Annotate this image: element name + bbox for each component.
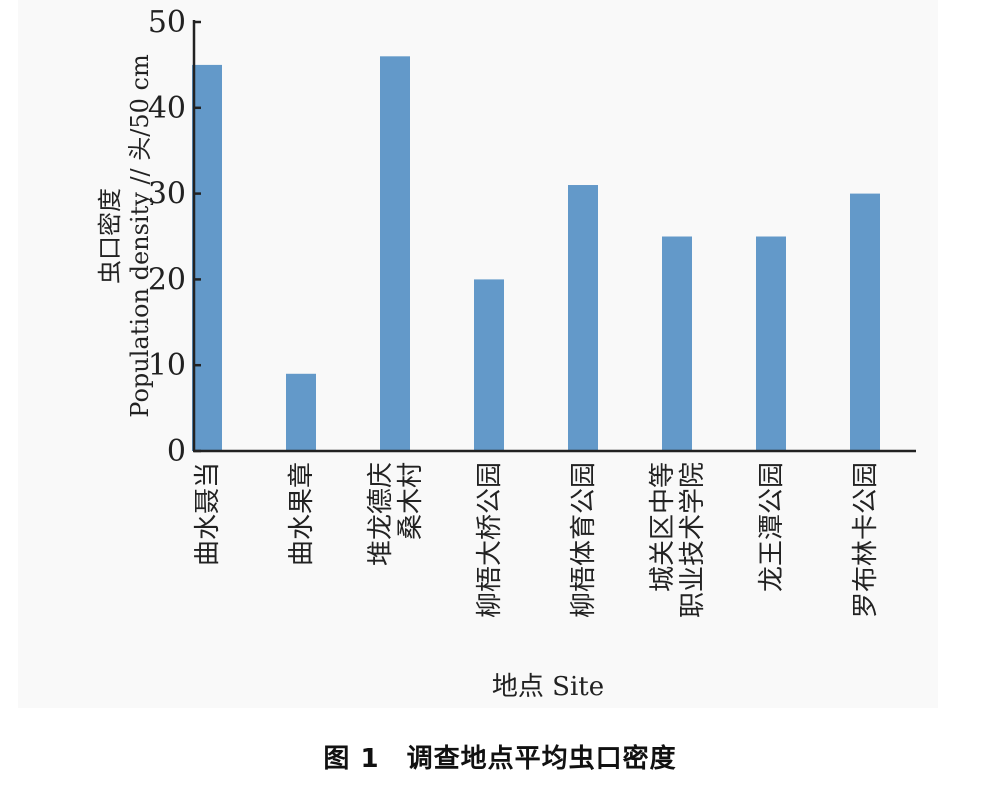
x-category-label-5: 城关区中等 职业技术学院 xyxy=(648,462,708,618)
bar-1 xyxy=(286,373,316,451)
x-category-label-1: 曲水果章 xyxy=(287,462,317,566)
chart-panel: 0 10 20 30 40 50 曲水聂当 曲水果章 堆龙德庆 桑木村 柳梧大桥公园 柳梧体育公园 城… xyxy=(18,0,938,708)
x-category-text-6-0: 龙王潭公园 xyxy=(757,462,787,592)
x-category-label-2: 堆龙德庆 桑木村 xyxy=(366,462,426,566)
bar-6 xyxy=(756,236,786,451)
bar-5 xyxy=(662,236,692,451)
bar-0 xyxy=(192,64,222,452)
x-category-text-5-1: 职业技术学院 xyxy=(678,462,708,618)
y-tick-label-4: 40 xyxy=(148,91,186,126)
bar-chart: 0 10 20 30 40 50 曲水聂当 曲水果章 堆龙德庆 桑木村 柳梧大桥公园 柳梧体育公园 城… xyxy=(96,5,916,702)
x-category-text-1-0: 曲水果章 xyxy=(287,462,317,566)
figure-caption: 图 1 调查地点平均虫口密度 xyxy=(323,744,677,774)
y-axis-label-cn: 虫口密度 xyxy=(96,188,124,284)
y-tick-label-0: 0 xyxy=(167,434,186,469)
bar-7 xyxy=(850,193,880,451)
y-tick-label-2: 20 xyxy=(148,262,186,297)
x-category-text-4-0: 柳梧体育公园 xyxy=(569,462,599,618)
x-category-text-2-1: 桑木村 xyxy=(396,462,426,540)
bar-4 xyxy=(568,185,598,451)
x-category-text-2-0: 堆龙德庆 xyxy=(366,462,396,566)
x-category-text-7-0: 罗布林卡公园 xyxy=(851,462,881,618)
x-category-label-6: 龙王潭公园 xyxy=(757,462,787,592)
x-axis-label: 地点 Site xyxy=(492,672,604,702)
y-tick-label-5: 50 xyxy=(148,5,186,40)
y-tick-label-1: 10 xyxy=(148,348,186,383)
x-category-label-4: 柳梧体育公园 xyxy=(569,462,599,618)
x-category-text-0-0: 曲水聂当 xyxy=(193,462,223,566)
bar-2 xyxy=(380,56,410,451)
x-category-label-0: 曲水聂当 xyxy=(193,462,223,566)
y-tick-label-3: 30 xyxy=(148,177,186,212)
x-category-text-3-0: 柳梧大桥公园 xyxy=(475,462,505,618)
bar-3 xyxy=(474,279,504,451)
y-axis-label-en: Population density // 头/50 cm xyxy=(126,54,154,418)
x-category-label-3: 柳梧大桥公园 xyxy=(475,462,505,618)
x-category-label-7: 罗布林卡公园 xyxy=(851,462,881,618)
x-category-text-5-0: 城关区中等 xyxy=(648,462,678,592)
